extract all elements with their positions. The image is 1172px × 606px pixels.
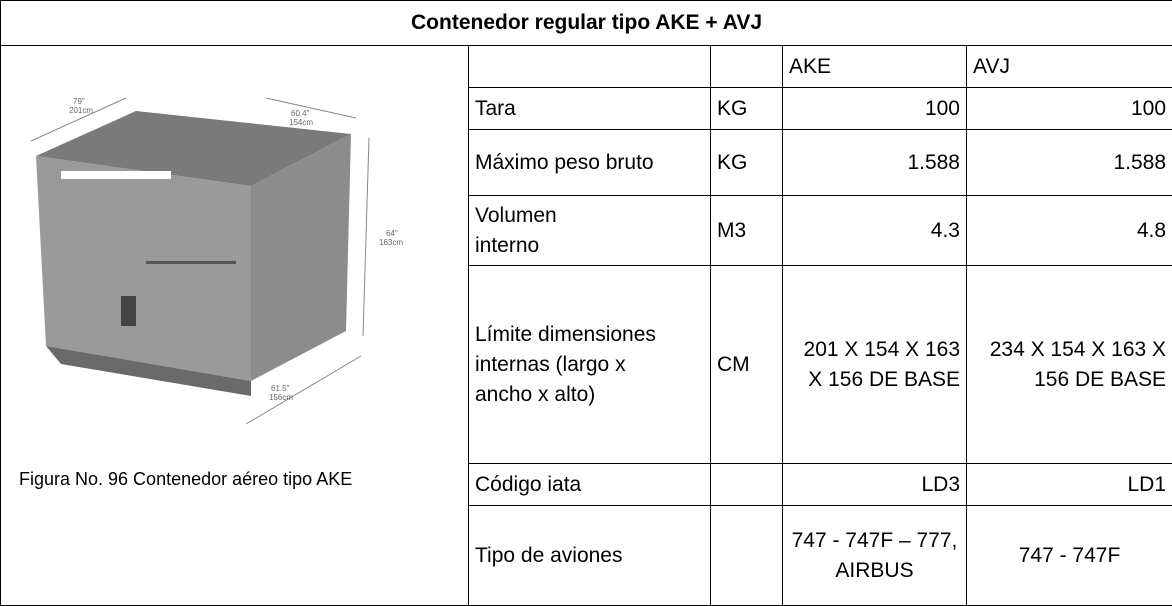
dimension-label: 79" xyxy=(73,97,85,106)
ake-value: LD3 xyxy=(783,464,967,506)
ake-value: 201 X 154 X 163 X 156 DE BASE xyxy=(783,266,967,464)
avj-value: 1.588 xyxy=(967,130,1172,196)
table-title: Contenedor regular tipo AKE + AVJ xyxy=(1,1,1172,46)
row-label: Límite dimensiones internas (largo x anc… xyxy=(469,266,711,464)
unit: KG xyxy=(711,88,783,130)
dimension-label: 61.5" xyxy=(271,384,290,393)
ake-value: 1.588 xyxy=(783,130,967,196)
ake-value: 4.3 xyxy=(783,196,967,266)
dimension-label: 60.4" xyxy=(291,109,310,118)
figure-caption: Figura No. 96 Contenedor aéreo tipo AKE xyxy=(19,466,449,492)
dimension-label: 201cm xyxy=(69,106,93,115)
container-image: 79" 201cm 60.4" 154cm 64" 163cm 61.5" 15… xyxy=(1,46,467,466)
row-label: Código iata xyxy=(469,464,711,506)
row-label: Tara xyxy=(469,88,711,130)
avj-value: 234 X 154 X 163 X 156 DE BASE xyxy=(967,266,1172,464)
row-label: Tipo de aviones xyxy=(469,506,711,606)
avj-value: 747 - 747F xyxy=(967,506,1172,606)
avj-value: 100 xyxy=(967,88,1172,130)
column-header: AKE xyxy=(783,46,967,88)
row-label: Volumen interno xyxy=(469,196,711,266)
dimension-label: 156cm xyxy=(269,393,293,402)
dimension-label: 64" xyxy=(386,229,398,238)
unit: CM xyxy=(711,266,783,464)
column-header: AVJ xyxy=(967,46,1172,88)
avj-value: 4.8 xyxy=(967,196,1172,266)
dimension-label: 154cm xyxy=(289,118,313,127)
unit: M3 xyxy=(711,196,783,266)
avj-value: LD1 xyxy=(967,464,1172,506)
dimension-label: 163cm xyxy=(379,238,403,247)
figure-cell: 79" 201cm 60.4" 154cm 64" 163cm 61.5" 15… xyxy=(1,46,469,606)
unit: KG xyxy=(711,130,783,196)
row-label: Máximo peso bruto xyxy=(469,130,711,196)
ake-value: 747 - 747F – 777, AIRBUS xyxy=(783,506,967,606)
ake-value: 100 xyxy=(783,88,967,130)
